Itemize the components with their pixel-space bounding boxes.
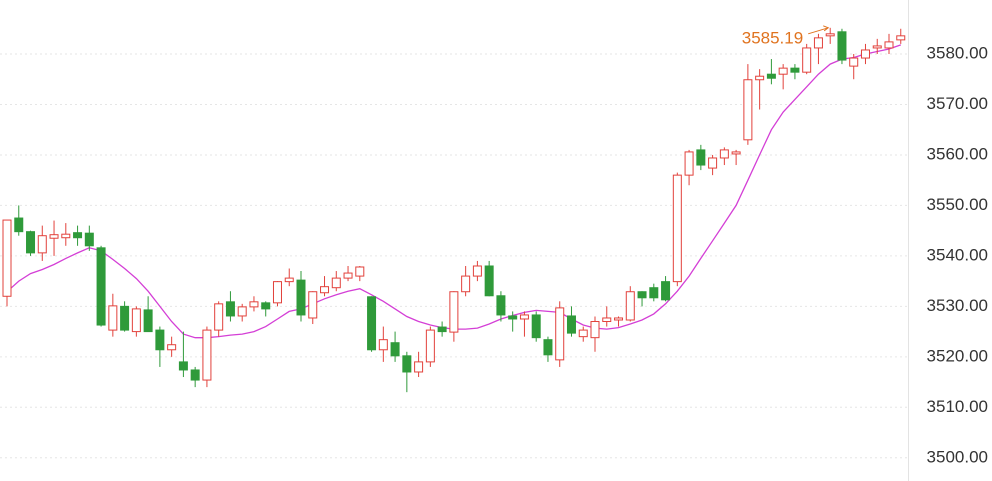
candle-body [390,342,400,357]
candle-body [49,234,59,239]
candle-body [414,361,424,373]
y-tick-label: 3530.00 [927,296,988,315]
max-arrow-head [823,25,830,32]
candle-body [743,79,753,141]
candle-body [578,329,588,338]
candle-body [178,361,188,371]
candle-body [249,301,259,308]
candle-body [872,45,882,49]
candle-body [696,149,706,166]
candle-body [566,315,576,334]
y-tick-label: 3580.00 [927,43,988,62]
candle-body [531,314,541,339]
max-arrow [808,27,829,35]
candle-body [813,37,823,49]
candle-body [555,307,565,361]
candle-body [84,232,94,247]
candle-body [625,291,635,321]
candle-body [131,308,141,333]
candle-body [343,272,353,279]
candle-body [202,329,212,381]
candle-body [684,151,694,176]
candle-body [225,301,235,317]
candle-body [766,73,776,79]
candle-body [378,339,388,351]
candle-body [731,151,741,155]
candle-body [108,305,118,331]
candle-body [837,31,847,61]
candle-body [778,67,788,75]
candle-body [461,275,471,293]
candle-body [190,369,200,381]
candle-body [37,235,47,254]
candle-body [402,355,412,373]
y-tick-label: 3550.00 [927,195,988,214]
candle-body [519,314,529,320]
candle-body [308,291,318,319]
candle-body [26,231,36,254]
y-tick-label: 3500.00 [927,447,988,466]
candle-body [73,232,83,239]
candle-body [143,309,153,333]
y-tick-label: 3520.00 [927,346,988,365]
candle-body [484,265,494,297]
candle-body [472,265,482,277]
candle-body [825,33,835,37]
candle-body [449,291,459,333]
candle-body [331,277,341,289]
candle-body [272,281,282,304]
candle-body [802,47,812,73]
candle-body [661,281,671,301]
candle-body [543,339,553,356]
candle-body [261,302,271,310]
y-tick-label: 3560.00 [927,144,988,163]
candle-body [284,277,294,283]
candle-body [425,329,435,363]
candle-body [96,247,106,326]
candle-body [602,317,612,323]
candle-body [590,321,600,339]
candle-body [437,326,447,333]
candle-body [896,35,906,41]
y-tick-label: 3570.00 [927,94,988,113]
candle-body [237,306,247,317]
candle-body [649,287,659,299]
candle-body [860,49,870,59]
candle-body [755,75,765,81]
max-label: 3585.19 [742,28,803,47]
candle-body [61,233,71,239]
y-tick-label: 3510.00 [927,397,988,416]
candle-body [637,291,647,299]
candle-body [508,315,518,320]
candle-body [296,279,306,316]
y-tick-label: 3540.00 [927,245,988,264]
candle-body [14,217,24,233]
candle-body [167,344,177,351]
candle-body [708,157,718,169]
candle-body [496,295,506,316]
candle-body [790,67,800,73]
candle-body [719,149,729,159]
candle-body [614,317,624,321]
candle-body [884,41,894,49]
candle-body [2,219,12,297]
candle-body [120,305,130,331]
candle-body [672,174,682,283]
candle-body [849,57,859,67]
candle-body [155,329,165,351]
candle-body [367,296,377,351]
candle-body [214,303,224,331]
candle-body [320,286,330,294]
candle-body [355,266,365,277]
